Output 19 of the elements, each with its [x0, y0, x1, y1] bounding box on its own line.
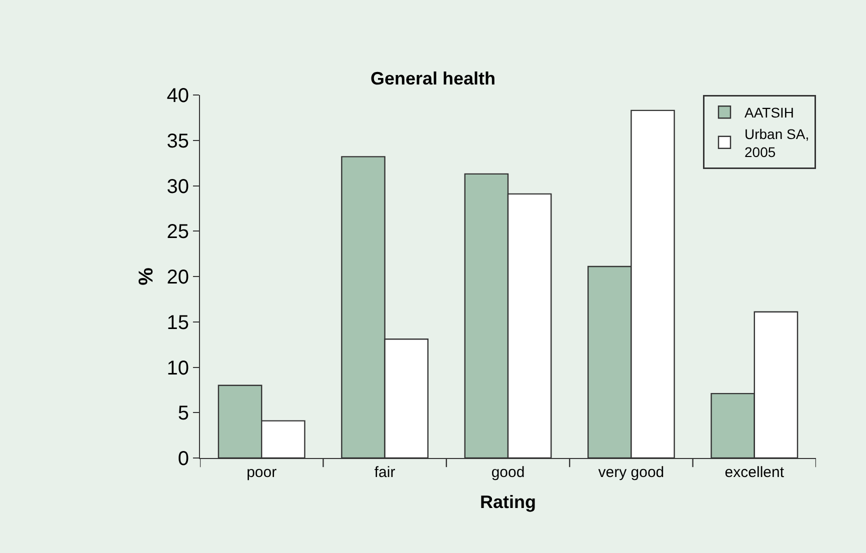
y-tick-label: 35	[166, 130, 189, 152]
chart-title: General health	[370, 68, 496, 88]
y-tick-label: 20	[166, 266, 189, 288]
x-tick-label: good	[491, 464, 525, 481]
y-tick-label: 15	[166, 312, 189, 334]
y-tick-label: 5	[178, 402, 189, 425]
y-tick-label: 30	[166, 176, 189, 198]
legend-label: Urban SA, 2005	[744, 126, 810, 160]
y-tick-label: 40	[166, 85, 189, 107]
x-tick-label: poor	[246, 464, 277, 481]
x-tick-label: very good	[598, 464, 664, 481]
legend-label: AATSIH	[744, 104, 794, 121]
y-axis-title: %	[135, 267, 158, 286]
x-axis-title: Rating	[480, 492, 536, 512]
y-tick-label: 25	[166, 221, 189, 244]
x-tick-label: fair	[374, 464, 396, 481]
x-tick-label: excellent	[724, 464, 785, 481]
y-tick-label: 0	[178, 448, 189, 470]
y-tick-label: 10	[166, 357, 189, 380]
